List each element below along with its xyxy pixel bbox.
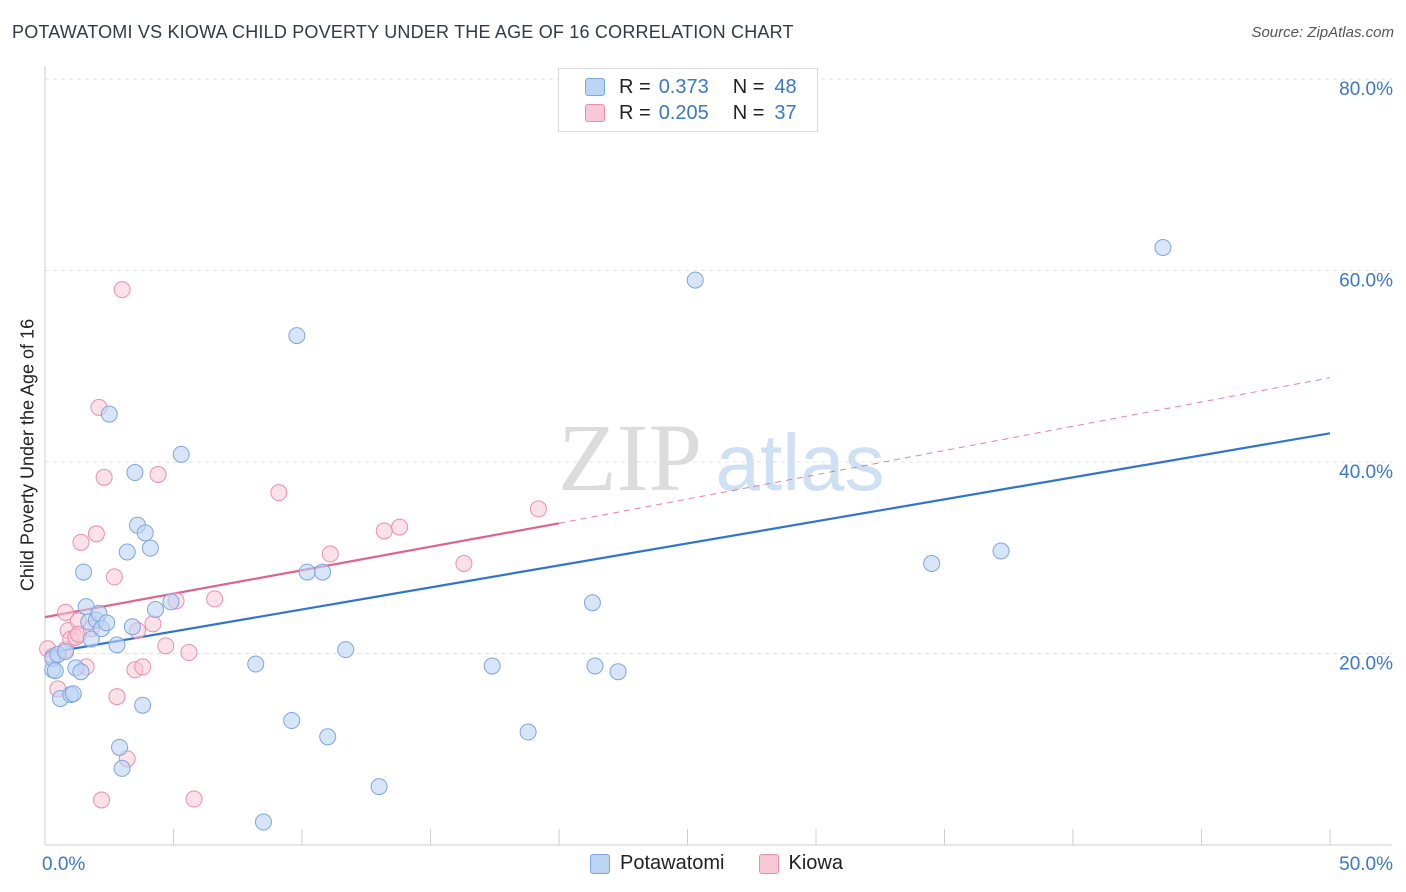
kiowa-point xyxy=(108,688,126,706)
legend-item-kiowa[interactable]: Kiowa xyxy=(758,852,843,875)
r-value-kiowa: 0.205 xyxy=(658,101,709,124)
kiowa-point xyxy=(391,518,409,536)
potawatomi-point xyxy=(126,464,144,482)
potawatomi-point xyxy=(64,685,82,703)
axes xyxy=(44,66,1392,846)
potawatomi-point xyxy=(136,524,154,542)
source-label: Source: ZipAtlas.com xyxy=(1251,24,1394,41)
potawatomi-point xyxy=(100,405,118,423)
r-value-potawatomi: 0.373 xyxy=(658,75,709,98)
x-tick-label: 50.0% xyxy=(1339,854,1393,875)
potawatomi-point xyxy=(686,271,704,289)
stats-legend: R = 0.373 N = 48 R = 0.205 N = 37 xyxy=(558,68,818,132)
y-tick-label: 60.0% xyxy=(1339,271,1393,292)
kiowa-point xyxy=(95,468,113,486)
y-tick-label: 20.0% xyxy=(1339,654,1393,675)
kiowa-point xyxy=(93,791,111,809)
kiowa-point xyxy=(144,615,162,633)
potawatomi-point xyxy=(254,813,272,831)
potawatomi-point xyxy=(923,554,941,572)
potawatomi-point xyxy=(319,728,337,746)
y-axis-label: Child Poverty Under the Age of 16 xyxy=(17,318,38,592)
watermark: ZIP atlas xyxy=(558,404,884,511)
potawatomi-point xyxy=(72,663,90,681)
y-tick-label: 80.0% xyxy=(1339,79,1393,100)
r-label: R = xyxy=(619,75,651,98)
potawatomi-point xyxy=(111,738,129,756)
n-label: N = xyxy=(732,75,765,98)
kiowa-point xyxy=(113,281,131,299)
legend-label-potawatomi: Potawatomi xyxy=(620,852,725,874)
tick-labels: 20.0% 40.0% 60.0% 80.0% 0.0% 50.0% xyxy=(42,79,1393,875)
potawatomi-point xyxy=(147,600,165,618)
potawatomi-points xyxy=(44,239,1172,831)
watermark-zip: ZIP xyxy=(558,404,702,511)
potawatomi-point xyxy=(118,543,136,561)
potawatomi-point xyxy=(98,614,116,632)
n-value-potawatomi: 48 xyxy=(774,75,797,98)
potawatomi-point xyxy=(141,539,159,557)
legend-row-potawatomi: R = 0.373 N = 48 xyxy=(585,74,797,100)
kiowa-point xyxy=(529,500,547,518)
watermark-atlas: atlas xyxy=(716,418,885,507)
potawatomi-point xyxy=(283,712,301,730)
potawatomi-point xyxy=(1154,239,1172,257)
potawatomi-point xyxy=(82,630,100,648)
potawatomi-point xyxy=(247,655,265,673)
kiowa-point xyxy=(185,790,203,808)
potawatomi-swatch xyxy=(585,78,605,96)
x-tick-label: 0.0% xyxy=(42,854,85,875)
potawatomi-point xyxy=(288,327,306,345)
legend-item-potawatomi[interactable]: Potawatomi xyxy=(590,852,725,875)
chart-title: POTAWATOMI VS KIOWA CHILD POVERTY UNDER … xyxy=(12,22,794,42)
potawatomi-point xyxy=(483,657,501,675)
potawatomi-point xyxy=(519,723,537,741)
potawatomi-point xyxy=(583,594,601,612)
kiowa-point xyxy=(270,484,288,502)
potawatomi-point xyxy=(172,445,190,463)
gridlines xyxy=(45,78,1392,654)
potawatomi-point xyxy=(57,643,75,661)
potawatomi-swatch xyxy=(590,853,610,874)
legend-label-kiowa: Kiowa xyxy=(788,852,843,874)
kiowa-point xyxy=(157,637,175,655)
kiowa-point xyxy=(206,590,224,608)
potawatomi-trend-line xyxy=(44,432,1331,655)
kiowa-point xyxy=(180,644,198,662)
potawatomi-point xyxy=(134,696,152,714)
potawatomi-point xyxy=(75,563,93,581)
kiowa-point xyxy=(321,545,339,563)
potawatomi-point xyxy=(46,662,64,680)
series-legend: Potawatomi Kiowa xyxy=(590,852,877,875)
potawatomi-point xyxy=(314,563,332,581)
kiowa-point xyxy=(87,525,105,543)
y-tick-label: 40.0% xyxy=(1339,462,1393,483)
potawatomi-point xyxy=(113,759,131,777)
potawatomi-point xyxy=(370,778,388,796)
potawatomi-point xyxy=(586,657,604,675)
kiowa-point xyxy=(149,465,167,483)
kiowa-points xyxy=(39,281,547,809)
kiowa-point xyxy=(375,522,393,540)
r-label: R = xyxy=(619,101,651,124)
kiowa-point xyxy=(455,554,473,572)
kiowa-point xyxy=(72,533,90,551)
kiowa-swatch xyxy=(585,104,605,122)
kiowa-trend-extension xyxy=(558,377,1331,524)
kiowa-point xyxy=(57,603,75,621)
potawatomi-point xyxy=(609,663,627,681)
potawatomi-point xyxy=(123,618,141,636)
n-value-kiowa: 37 xyxy=(774,101,797,124)
kiowa-swatch xyxy=(758,853,779,874)
potawatomi-point xyxy=(992,542,1010,560)
potawatomi-point xyxy=(337,641,355,659)
potawatomi-point xyxy=(108,636,126,654)
n-label: N = xyxy=(732,101,765,124)
legend-row-kiowa: R = 0.205 N = 37 xyxy=(585,100,797,126)
kiowa-point xyxy=(105,568,123,586)
potawatomi-point xyxy=(298,563,316,581)
potawatomi-point xyxy=(162,593,180,611)
kiowa-point xyxy=(134,658,152,676)
